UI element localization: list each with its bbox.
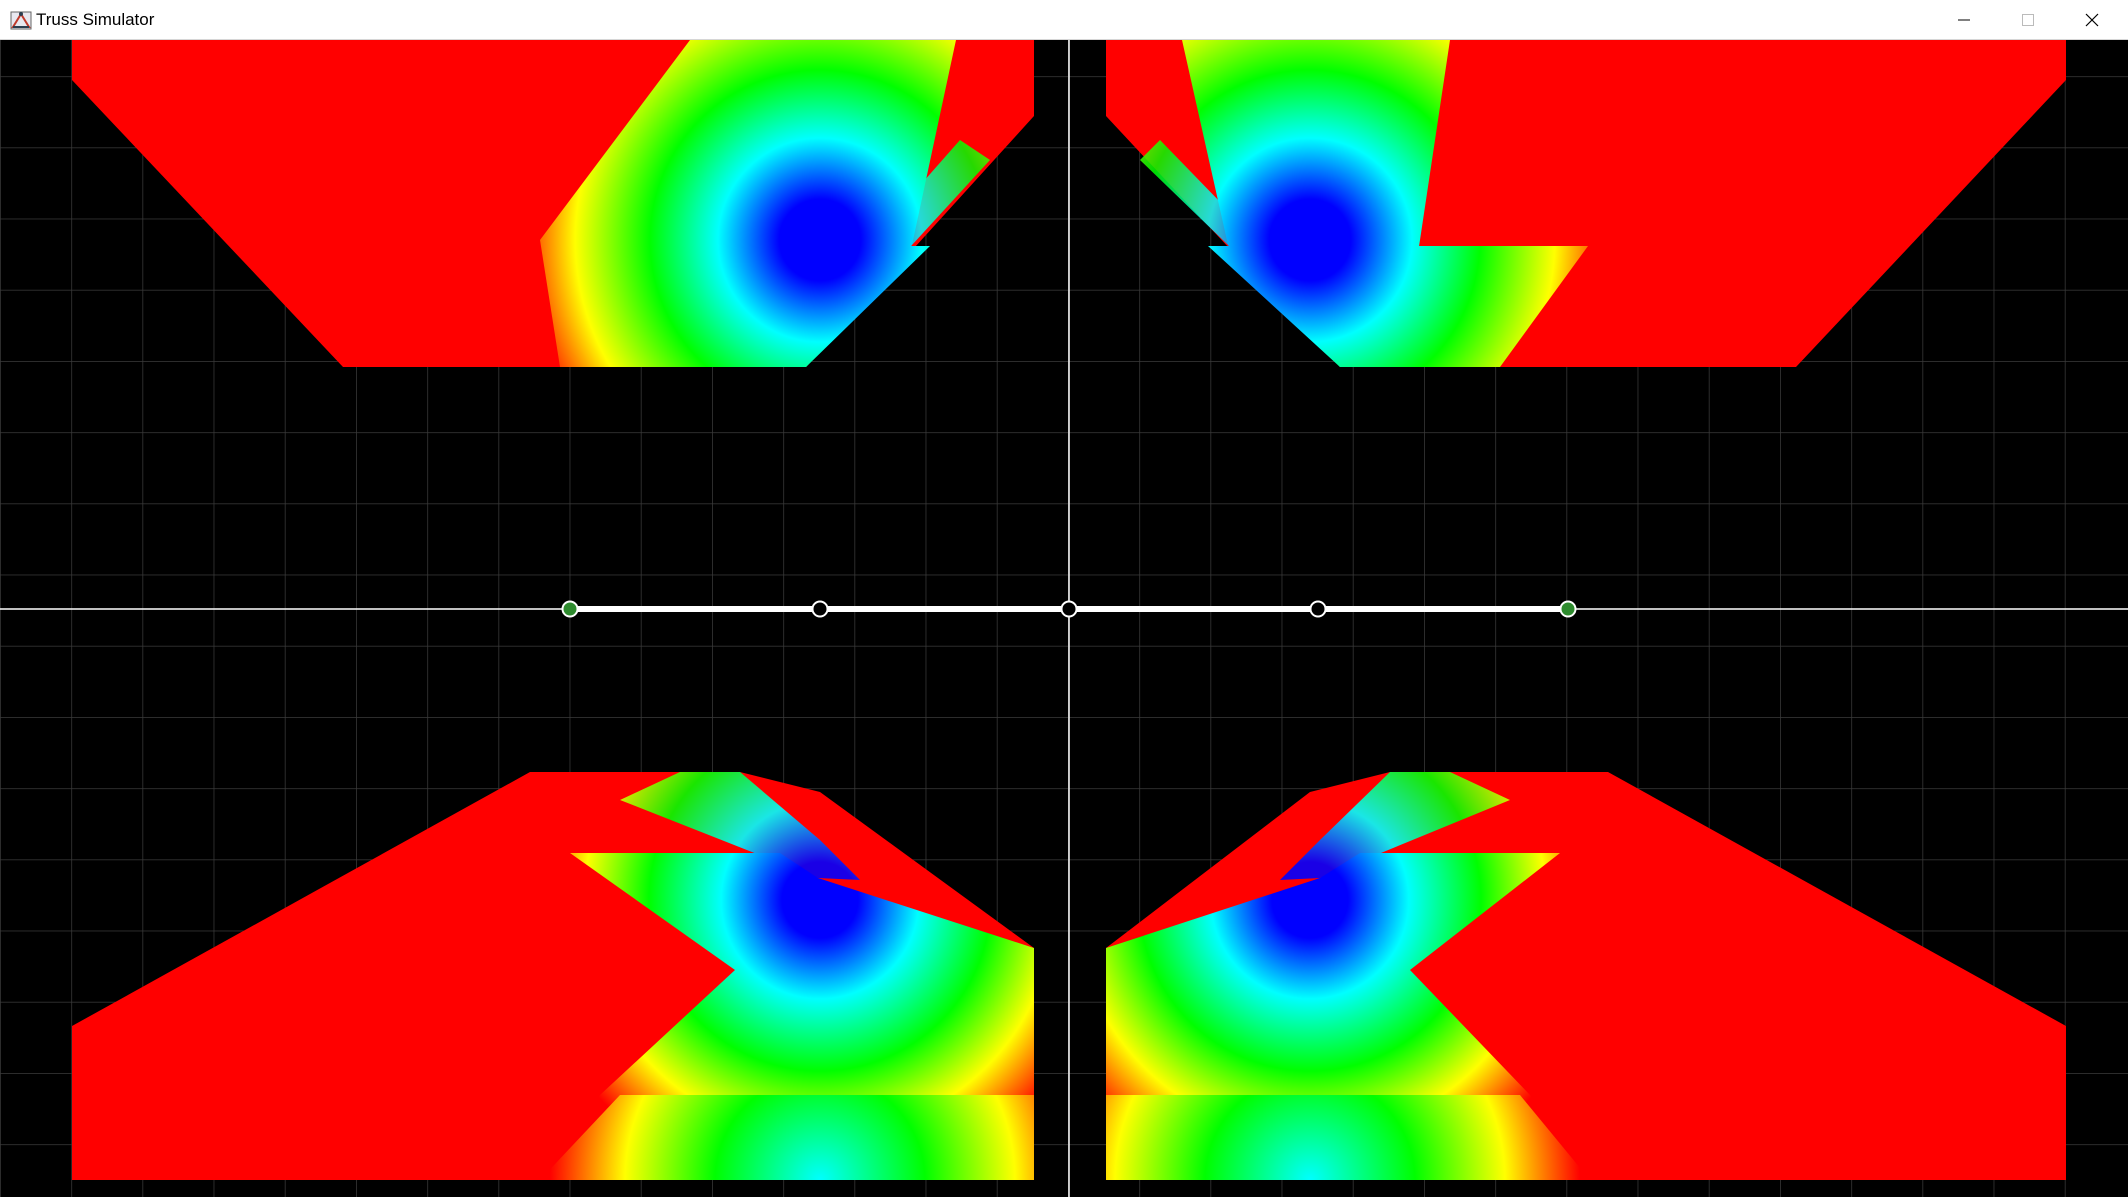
truss-node[interactable] [1309, 600, 1327, 618]
simulation-scene[interactable] [0, 40, 2128, 1197]
truss-app-icon [10, 11, 32, 30]
close-icon [2085, 13, 2099, 27]
stress-region-top-right [1106, 40, 2066, 367]
close-button[interactable] [2060, 0, 2124, 40]
simulation-canvas[interactable] [0, 40, 2128, 1197]
stress-region-top-left [72, 40, 1034, 367]
minimize-button[interactable] [1932, 0, 1996, 40]
right-support-node[interactable] [1559, 600, 1577, 618]
stress-region-bottom-right [1106, 772, 2066, 1180]
truss-node[interactable] [811, 600, 829, 618]
title-bar[interactable]: Truss Simulator [0, 0, 2128, 40]
stress-region-bottom-left [72, 772, 1034, 1180]
left-support-node[interactable] [561, 600, 579, 618]
minimize-icon [1958, 19, 1970, 21]
window-title: Truss Simulator [36, 10, 155, 29]
maximize-button[interactable] [1996, 0, 2060, 40]
maximize-icon [2022, 14, 2034, 26]
truss-node[interactable] [1060, 600, 1078, 618]
